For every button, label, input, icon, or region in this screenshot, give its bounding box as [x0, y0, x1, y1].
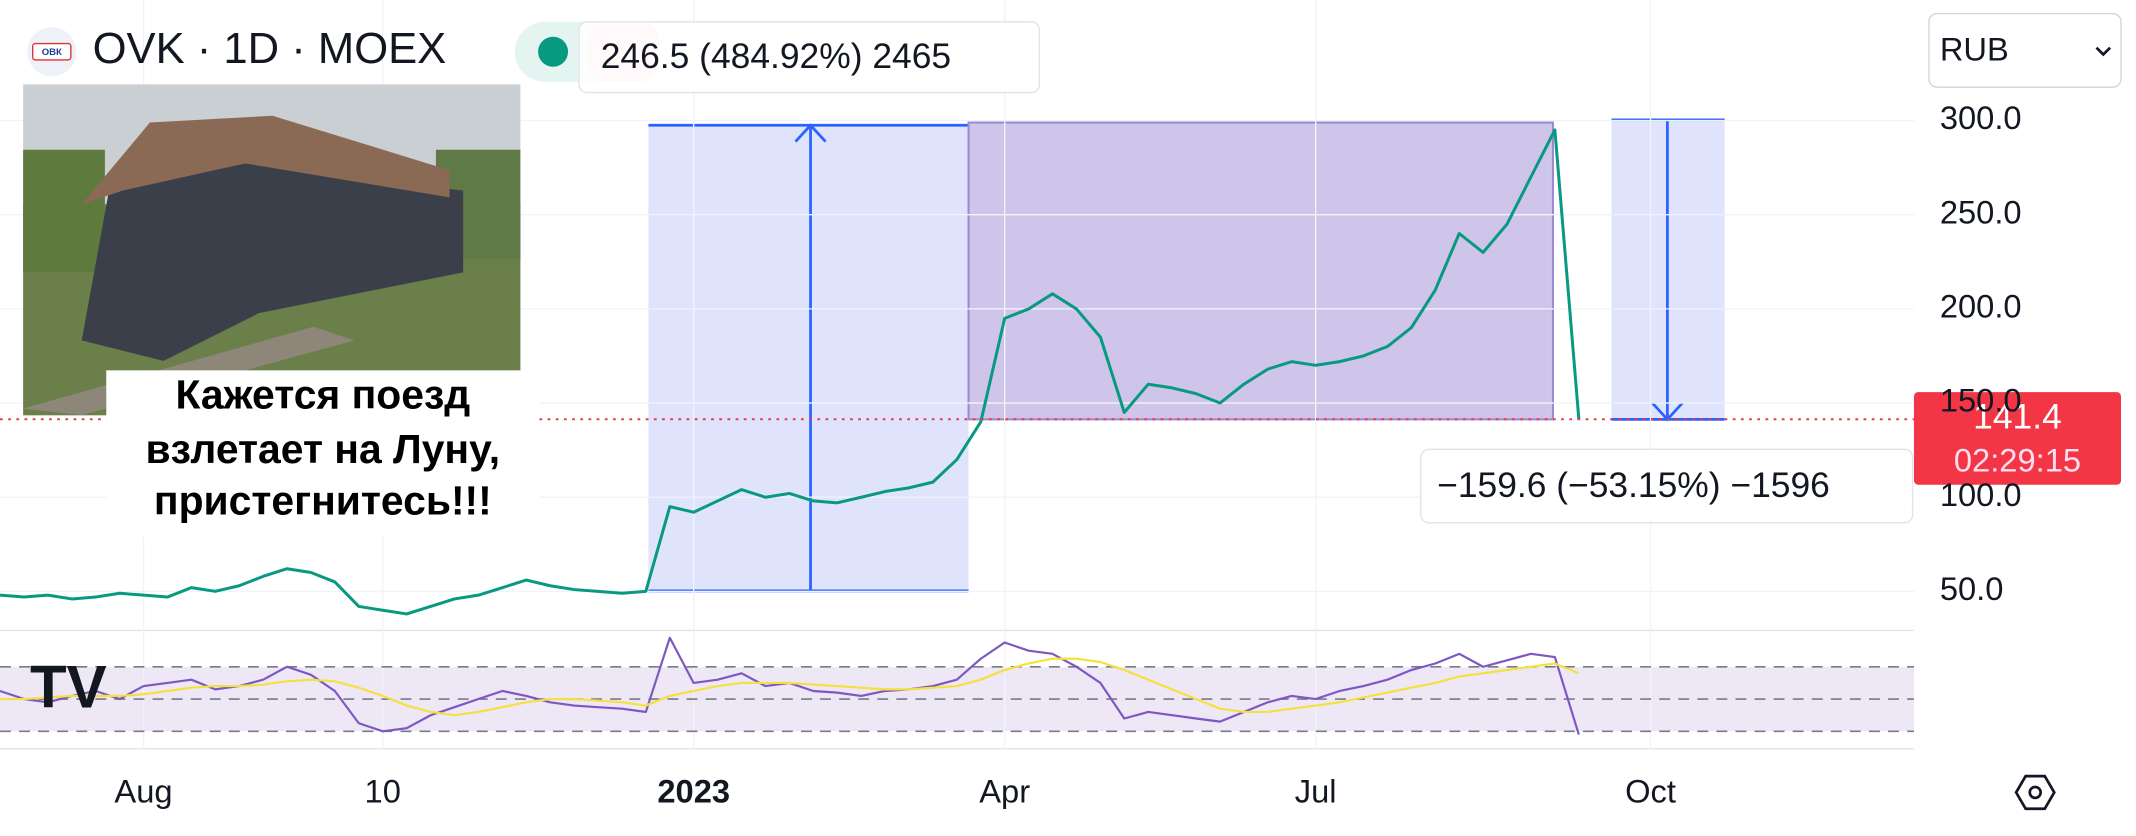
- y-tick-label: 300.0: [1940, 99, 2022, 136]
- x-tick-label: Apr: [979, 772, 1030, 809]
- y-tick-label: 50.0: [1940, 570, 2004, 607]
- measure-arrowhead: [794, 123, 827, 143]
- fall-annotation: −159.6 (−53.15%) −1596: [1437, 465, 1830, 505]
- countdown: 02:29:15: [1954, 442, 2081, 479]
- range-box: [967, 121, 1554, 421]
- annotation-box: [1420, 448, 1914, 524]
- series-line: [0, 657, 1580, 717]
- price-label: [1913, 392, 2122, 485]
- tv-logo: TV: [30, 654, 107, 721]
- caption-box: [106, 370, 540, 537]
- x-tick-label: Aug: [114, 772, 172, 809]
- status-dot: [538, 36, 569, 67]
- x-tick-label: 2023: [657, 772, 730, 809]
- annotation-box: [578, 21, 1041, 94]
- settings-icon[interactable]: [2014, 774, 2056, 811]
- currency: RUB: [1940, 30, 2009, 67]
- currency-select[interactable]: [1928, 12, 2122, 88]
- logo-text: ОВК: [42, 47, 62, 58]
- rise-annotation: 246.5 (484.92%) 2465: [601, 36, 951, 76]
- meme-caption: Кажется поезд: [175, 371, 470, 417]
- y-tick-label: 250.0: [1940, 193, 2022, 230]
- meme-photo: [23, 84, 521, 416]
- photo-train: [81, 163, 464, 361]
- y-tick-label: 200.0: [1940, 288, 2022, 325]
- x-tick-label: Oct: [1625, 772, 1676, 809]
- last-price: 141.4: [1973, 397, 2062, 437]
- x-tick-label: 10: [365, 772, 401, 809]
- series-line: [0, 128, 1581, 616]
- symbol-title: OVK · 1D · MOEX: [93, 25, 447, 73]
- x-tick-label: Jul: [1295, 772, 1337, 809]
- y-tick-label: 150.0: [1940, 382, 2022, 419]
- photo-trees: [23, 149, 105, 273]
- dropdown-arrow: [2095, 46, 2112, 57]
- logo-badge: [32, 42, 72, 61]
- y-tick-label: 100.0: [1940, 476, 2022, 513]
- meme-caption: пристегнитесь!!!: [154, 478, 492, 524]
- meme-caption: взлетает на Луну,: [146, 426, 501, 472]
- measure-box: [648, 125, 969, 591]
- settings-icon-center: [2028, 785, 2043, 800]
- photo-crowd: [81, 115, 450, 205]
